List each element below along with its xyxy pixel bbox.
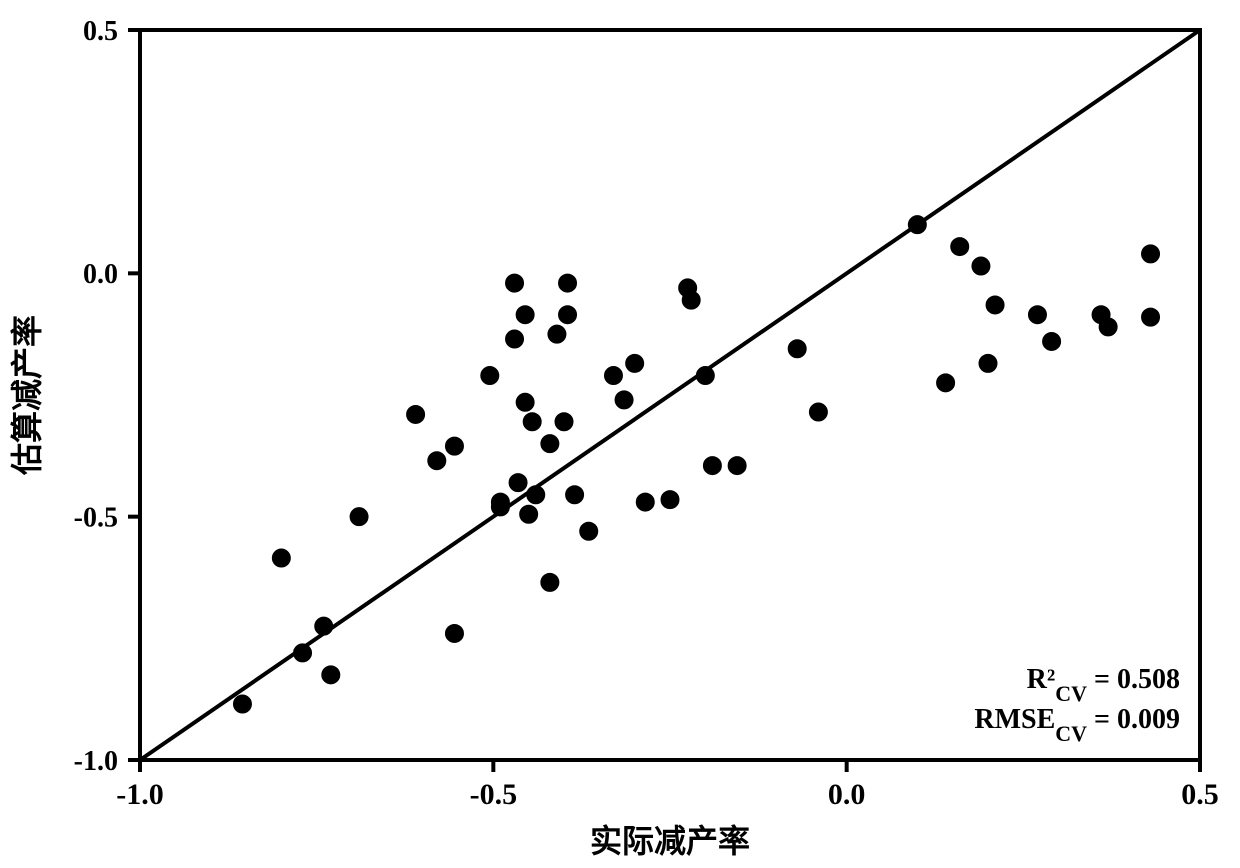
- rmse-annotation: RMSECV = 0.009: [974, 704, 1180, 746]
- y-tick-label: 0.5: [83, 16, 118, 47]
- data-point: [682, 291, 700, 309]
- data-point: [908, 216, 926, 234]
- data-point: [728, 457, 746, 475]
- data-point: [350, 508, 368, 526]
- data-point: [491, 498, 509, 516]
- data-point: [1028, 306, 1046, 324]
- data-point: [986, 296, 1004, 314]
- data-point: [322, 666, 340, 684]
- x-tick-label: -0.5: [470, 778, 518, 811]
- data-point: [541, 573, 559, 591]
- data-point: [481, 367, 499, 385]
- data-point: [604, 367, 622, 385]
- data-point: [937, 374, 955, 392]
- data-point: [788, 340, 806, 358]
- data-point: [445, 437, 463, 455]
- y-tick-label: -1.0: [74, 746, 118, 777]
- r2-annotation: R²CV = 0.508: [1027, 664, 1180, 706]
- data-point: [506, 274, 524, 292]
- data-point: [555, 413, 573, 431]
- data-point: [979, 354, 997, 372]
- data-point: [428, 452, 446, 470]
- y-tick-labels: -1.0 -0.5 0.0 0.5: [74, 16, 118, 777]
- data-point: [506, 330, 524, 348]
- data-point: [445, 624, 463, 642]
- x-tick-label: -1.0: [116, 778, 164, 811]
- data-point: [527, 486, 545, 504]
- x-tick-labels: -1.0 -0.5 0.0 0.5: [116, 778, 1219, 811]
- x-tick-label: 0.5: [1181, 778, 1219, 811]
- data-point: [636, 493, 654, 511]
- data-point: [1142, 308, 1160, 326]
- data-point: [407, 405, 425, 423]
- data-point: [559, 274, 577, 292]
- data-point: [696, 367, 714, 385]
- data-point: [1142, 245, 1160, 263]
- scatter-chart: -1.0 -0.5 0.0 0.5 -1.0 -0.5 0.0 0.5 实际减产率 估算减产…: [0, 0, 1240, 868]
- data-point: [315, 617, 333, 635]
- y-axis-label: 估算减产率: [9, 315, 45, 476]
- data-point: [509, 474, 527, 492]
- data-point: [1043, 332, 1061, 350]
- chart-svg: -1.0 -0.5 0.0 0.5 -1.0 -0.5 0.0 0.5 实际减产率 估算减产…: [0, 0, 1240, 868]
- data-point: [294, 644, 312, 662]
- data-point: [580, 522, 598, 540]
- x-tick-label: 0.0: [828, 778, 866, 811]
- data-point: [520, 505, 538, 523]
- data-point: [272, 549, 290, 567]
- data-point: [559, 306, 577, 324]
- data-point: [703, 457, 721, 475]
- data-point: [626, 354, 644, 372]
- data-point: [972, 257, 990, 275]
- data-point: [523, 413, 541, 431]
- data-point: [951, 238, 969, 256]
- data-point: [516, 393, 534, 411]
- data-point: [548, 325, 566, 343]
- data-point: [541, 435, 559, 453]
- data-point: [516, 306, 534, 324]
- data-point: [566, 486, 584, 504]
- data-point: [661, 491, 679, 509]
- scatter-points: [233, 216, 1159, 713]
- x-axis-label: 实际减产率: [590, 823, 750, 859]
- data-point: [1099, 318, 1117, 336]
- y-tick-label: 0.0: [83, 259, 118, 290]
- data-point: [615, 391, 633, 409]
- y-tick-label: -0.5: [74, 502, 118, 533]
- data-point: [809, 403, 827, 421]
- data-point: [233, 695, 251, 713]
